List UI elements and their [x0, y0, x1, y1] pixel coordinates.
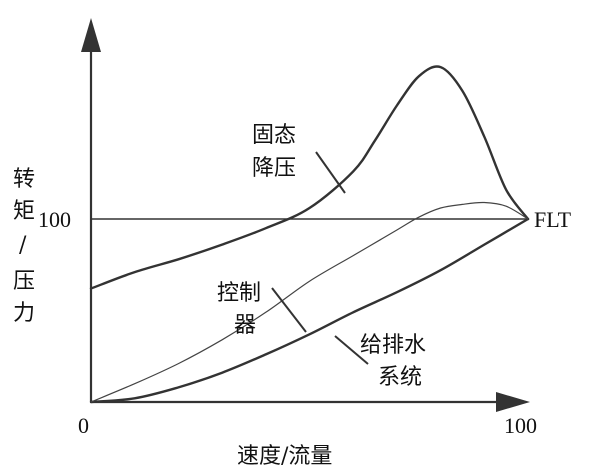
controller-leader	[271, 287, 307, 333]
drainage-label-line1: 给排水	[360, 333, 426, 358]
y-axis-title-char-4: 压	[13, 269, 35, 294]
soft-start-label-line2: 降压	[252, 156, 296, 181]
y-tick-100: 100	[38, 207, 71, 232]
y-axis-title-char-3: /	[19, 233, 27, 258]
soft-start-curve	[89, 65, 530, 290]
soft-start-leader	[315, 151, 346, 194]
drainage-leader	[334, 335, 369, 365]
flt-label: FLT	[534, 207, 572, 232]
x-axis-arrow	[496, 392, 530, 412]
x-tick-0: 0	[78, 413, 89, 438]
data-points	[90, 66, 530, 404]
drainage-label-line2: 系统	[378, 365, 422, 390]
y-axis-title-char-2: 矩	[13, 199, 35, 224]
controller-label-line2: 器	[234, 313, 256, 338]
drainage-system-curve	[89, 217, 530, 404]
controller-label-line1: 控制	[217, 281, 261, 306]
soft-start-label-line1: 固态	[252, 123, 296, 148]
y-axis-title-char-5: 力	[13, 301, 35, 326]
x-axis-title: 速度/流量	[237, 444, 332, 469]
x-tick-100: 100	[504, 413, 537, 438]
y-axis-title-char-1: 转	[13, 167, 35, 192]
y-axis-arrow	[81, 18, 101, 52]
controller-curve	[90, 201, 529, 403]
